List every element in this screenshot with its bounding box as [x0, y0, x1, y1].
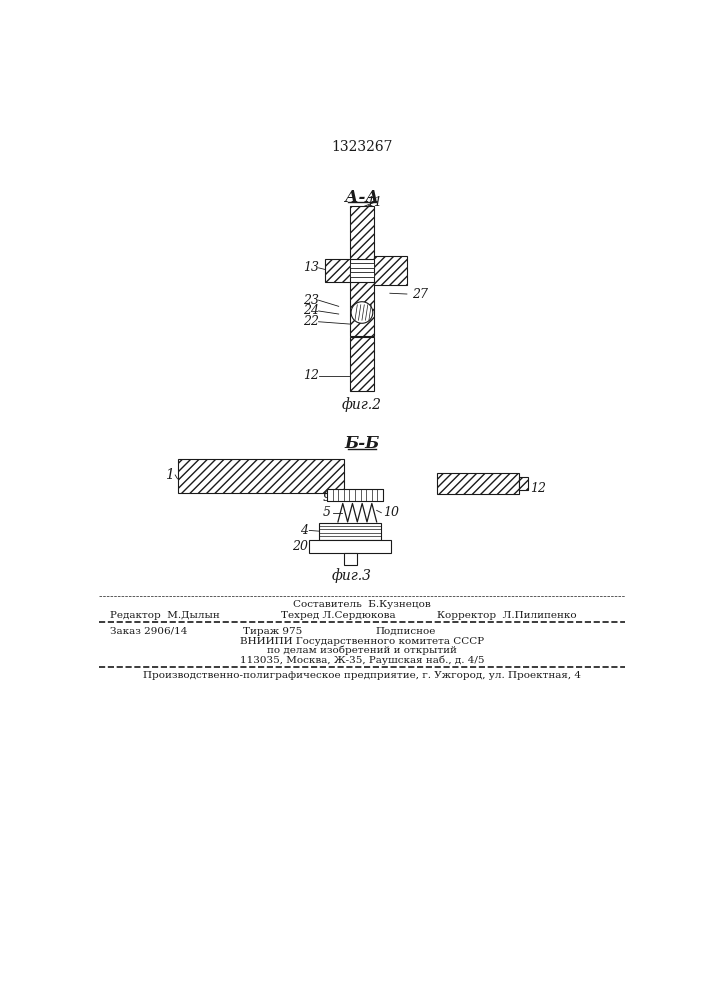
- Text: 11: 11: [366, 196, 382, 209]
- Text: фиг.3: фиг.3: [332, 568, 372, 583]
- Text: 22: 22: [303, 315, 319, 328]
- Text: Корректор  Л.Пилипенко: Корректор Л.Пилипенко: [437, 611, 577, 620]
- Bar: [374, 256, 407, 285]
- Text: 9: 9: [323, 491, 331, 504]
- Text: 1: 1: [165, 468, 174, 482]
- Text: 1323267: 1323267: [331, 140, 392, 154]
- Bar: [344, 553, 356, 565]
- Bar: [349, 337, 374, 391]
- Text: 113035, Москва, Ж-35, Раушская наб., д. 4/5: 113035, Москва, Ж-35, Раушская наб., д. …: [240, 655, 484, 665]
- Bar: [437, 473, 518, 494]
- Text: Подписное: Подписное: [375, 627, 436, 636]
- Bar: [327, 489, 383, 501]
- Bar: [518, 477, 528, 490]
- Text: Б-Б: Б-Б: [344, 435, 380, 452]
- Text: Составитель  Б.Кузнецов: Составитель Б.Кузнецов: [293, 600, 431, 609]
- Text: 5: 5: [323, 506, 331, 519]
- Text: 13: 13: [303, 261, 319, 274]
- Bar: [320, 523, 381, 540]
- Bar: [349, 206, 374, 259]
- Text: Техред Л.Сердюкова: Техред Л.Сердюкова: [281, 611, 395, 620]
- Text: 12: 12: [303, 369, 319, 382]
- Text: 10: 10: [383, 506, 399, 519]
- Text: Производственно-полиграфическое предприятие, г. Ужгород, ул. Проектная, 4: Производственно-полиграфическое предприя…: [143, 671, 581, 680]
- Text: 27: 27: [411, 288, 428, 301]
- Bar: [177, 459, 344, 493]
- Text: фиг.2: фиг.2: [342, 397, 382, 412]
- Text: ВНИИПИ Государственного комитета СССР: ВНИИПИ Государственного комитета СССР: [240, 637, 484, 646]
- Text: 23: 23: [303, 294, 319, 307]
- Circle shape: [351, 302, 373, 323]
- Text: 12: 12: [530, 482, 546, 495]
- Text: Заказ 2906/14: Заказ 2906/14: [110, 627, 187, 636]
- Bar: [309, 540, 392, 553]
- Text: Редактор  М.Дылын: Редактор М.Дылын: [110, 611, 220, 620]
- Bar: [349, 263, 374, 268]
- Text: 4: 4: [300, 524, 308, 537]
- Bar: [325, 259, 349, 282]
- Text: Тираж 975: Тираж 975: [243, 627, 303, 636]
- Text: 20: 20: [292, 540, 308, 553]
- Bar: [349, 272, 374, 277]
- Text: 24: 24: [303, 304, 319, 317]
- Text: А-А: А-А: [345, 188, 379, 206]
- Text: по делам изобретений и открытий: по делам изобретений и открытий: [267, 646, 457, 655]
- Bar: [349, 282, 374, 336]
